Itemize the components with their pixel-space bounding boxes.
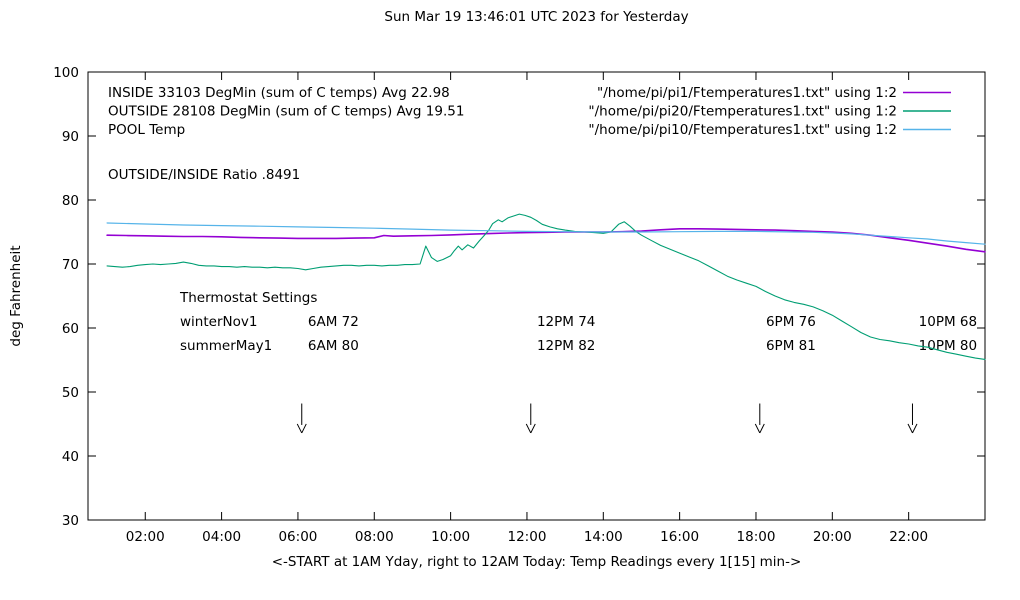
thermostat-value: 12PM 74 <box>537 314 595 330</box>
y-tick-label: 90 <box>62 129 79 145</box>
y-tick-label: 40 <box>62 449 79 465</box>
x-tick-label: 08:00 <box>355 529 394 545</box>
series-line-pool <box>106 222 986 245</box>
legend-source: "/home/pi/pi20/Ftemperatures1.txt" using… <box>588 104 897 120</box>
x-tick-label: 06:00 <box>278 529 317 545</box>
y-tick-label: 50 <box>62 385 79 401</box>
y-tick-label: 30 <box>62 513 79 529</box>
thermostat-row-name: winterNov1 <box>180 314 257 330</box>
x-tick-label: 04:00 <box>202 529 241 545</box>
thermostat-value: 6AM 72 <box>308 314 359 330</box>
y-tick-label: 60 <box>62 321 79 337</box>
legend-label: OUTSIDE 28108 DegMin (sum of C temps) Av… <box>108 104 464 120</box>
x-tick-label: 18:00 <box>737 529 776 545</box>
thermostat-value: 6PM 81 <box>766 338 816 354</box>
x-axis-label: <-START at 1AM Yday, right to 12AM Today… <box>271 554 802 570</box>
legend-source: "/home/pi/pi10/Ftemperatures1.txt" using… <box>588 122 897 138</box>
legend-label: POOL Temp <box>108 122 185 138</box>
y-axis-label: deg Fahrenheit <box>8 245 24 347</box>
legend-source: "/home/pi/pi1/Ftemperatures1.txt" using … <box>597 85 897 101</box>
thermostat-value: 6PM 76 <box>766 314 816 330</box>
y-tick-label: 100 <box>53 65 79 81</box>
x-tick-label: 22:00 <box>889 529 928 545</box>
time-arrow-head <box>912 423 918 434</box>
y-tick-label: 80 <box>62 193 79 209</box>
thermostat-heading: Thermostat Settings <box>179 290 317 306</box>
thermostat-value: 12PM 82 <box>537 338 595 354</box>
time-arrow-head <box>301 423 307 434</box>
thermostat-value: 6AM 80 <box>308 338 359 354</box>
series-line-outside <box>106 213 986 360</box>
x-tick-label: 16:00 <box>660 529 699 545</box>
x-tick-label: 12:00 <box>508 529 547 545</box>
chart-title: Sun Mar 19 13:46:01 UTC 2023 for Yesterd… <box>384 9 689 25</box>
time-arrow-head <box>754 423 761 434</box>
plot-border <box>87 71 986 521</box>
legend-label: INSIDE 33103 DegMin (sum of C temps) Avg… <box>108 85 450 101</box>
x-tick-label: 10:00 <box>431 529 470 545</box>
thermostat-row-name: summerMay1 <box>180 338 272 354</box>
time-arrow-head <box>296 423 303 434</box>
x-tick-label: 20:00 <box>813 529 852 545</box>
thermostat-value: 10PM 68 <box>919 314 977 330</box>
x-tick-label: 14:00 <box>584 529 623 545</box>
time-arrow-head <box>759 423 765 434</box>
time-arrow-head <box>525 423 532 434</box>
ratio-annotation: OUTSIDE/INSIDE Ratio .8491 <box>108 167 300 183</box>
series-line-inside <box>106 228 986 253</box>
thermostat-value: 10PM 80 <box>919 338 977 354</box>
time-arrow-head <box>530 423 536 434</box>
time-arrow-head <box>907 423 913 434</box>
x-tick-label: 02:00 <box>126 529 165 545</box>
y-tick-label: 70 <box>62 257 79 273</box>
